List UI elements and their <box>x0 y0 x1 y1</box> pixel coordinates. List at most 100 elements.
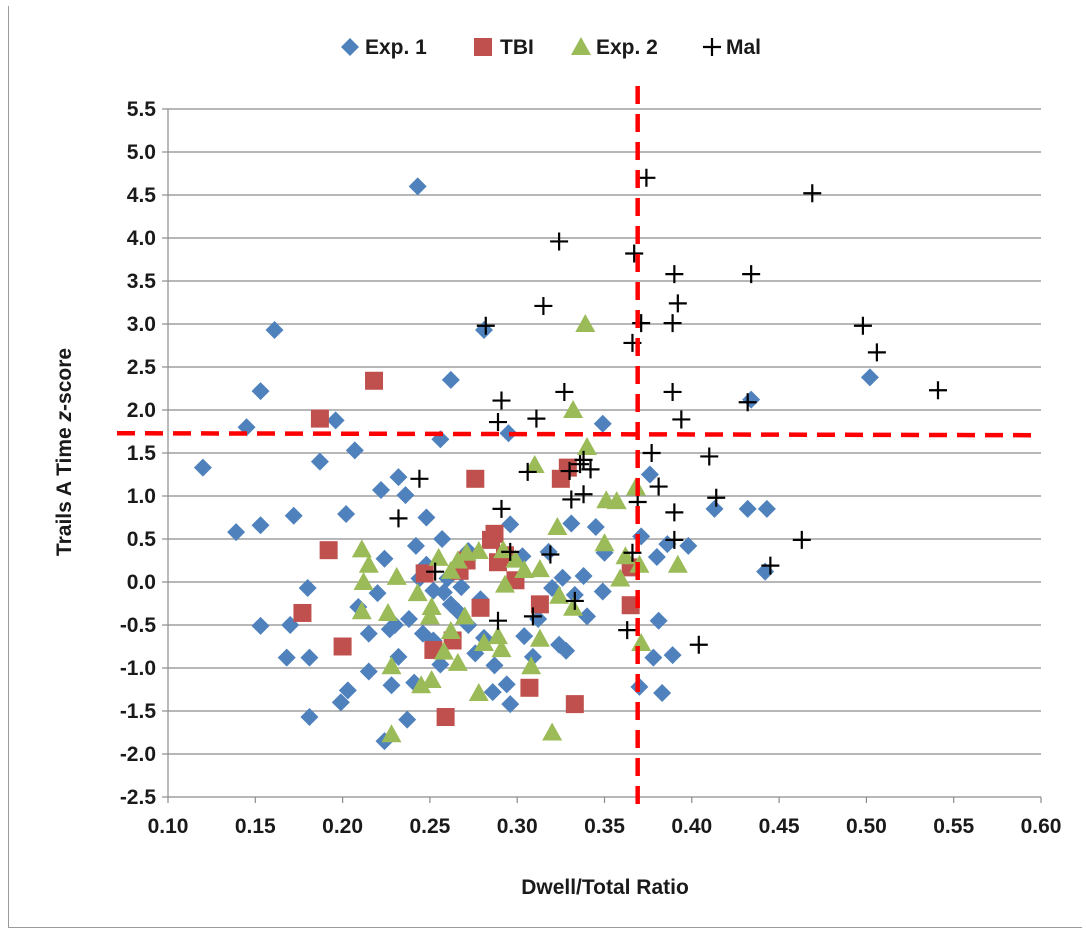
legend: Exp. 1 TBI Exp. 2 Mal <box>341 36 761 59</box>
point-diamond <box>398 710 417 729</box>
point-diamond <box>372 480 391 499</box>
point-triangle <box>377 602 398 621</box>
point-diamond <box>251 516 270 535</box>
point-diamond <box>649 611 668 630</box>
point-diamond <box>860 368 879 387</box>
point-plus <box>803 184 822 203</box>
y-tick-label: 3.5 <box>127 270 157 293</box>
y-tick-label: -2.0 <box>120 743 156 766</box>
point-plus <box>663 382 682 401</box>
point-diamond <box>497 675 516 694</box>
point-diamond <box>644 648 663 667</box>
point-square <box>471 598 490 617</box>
point-diamond <box>251 382 270 401</box>
x-tick-label: 0.45 <box>759 815 800 838</box>
point-triangle <box>577 436 598 455</box>
point-triangle <box>454 606 475 625</box>
point-triangle <box>542 722 563 741</box>
point-plus <box>581 460 600 479</box>
point-diamond <box>345 441 364 460</box>
point-plus <box>689 635 708 654</box>
point-triangle <box>615 546 636 565</box>
y-tick-label: -1.5 <box>120 700 157 723</box>
point-diamond <box>501 695 520 714</box>
point-diamond <box>265 321 284 340</box>
point-triangle <box>407 583 428 602</box>
point-plus <box>672 410 691 429</box>
point-diamond <box>338 681 357 700</box>
legend-item-exp1: Exp. 1 <box>341 36 427 59</box>
point-triangle <box>529 628 550 647</box>
y-axis-title: Trails A Time z-score <box>53 348 76 556</box>
point-diamond <box>757 499 776 518</box>
y-tick-label: 0.0 <box>127 571 156 594</box>
point-plus <box>534 296 553 315</box>
point-diamond <box>298 579 317 598</box>
x-tick-label: 0.55 <box>933 815 974 838</box>
y-tick-label: 5.0 <box>127 141 156 164</box>
triangle-marker-icon <box>571 37 591 55</box>
y-tick-label: 4.5 <box>127 184 157 207</box>
point-diamond <box>441 370 460 389</box>
y-tick-label: 1.0 <box>127 485 156 508</box>
point-diamond <box>738 499 757 518</box>
point-diamond <box>452 578 471 597</box>
point-plus <box>663 314 682 333</box>
point-diamond <box>417 508 436 527</box>
point-plus <box>389 509 408 528</box>
point-plus <box>618 621 637 640</box>
legend-item-tbi: TBI <box>474 36 534 59</box>
point-plus <box>867 343 886 362</box>
plus-marker-icon <box>703 38 721 56</box>
point-plus <box>632 314 651 333</box>
x-tick-label: 0.40 <box>671 815 712 838</box>
y-tick-label: 2.0 <box>127 399 156 422</box>
x-tick-label: 0.30 <box>497 815 538 838</box>
x-axis-title: Dwell/Total Ratio <box>521 876 689 899</box>
point-diamond <box>515 627 534 646</box>
point-plus <box>707 488 726 507</box>
point-diamond <box>647 548 666 567</box>
point-triangle <box>491 639 512 658</box>
point-triangle <box>610 568 631 587</box>
y-tick-label: -2.5 <box>120 786 157 809</box>
legend-label-tbi: TBI <box>500 36 534 59</box>
point-triangle <box>351 601 372 620</box>
y-axis-ticks: 5.5 5.0 4.5 4.0 3.5 3.0 2.5 2.0 1.5 1.0 0.5 0.0 -0.5… <box>120 98 168 809</box>
point-plus <box>476 316 495 335</box>
point-square <box>558 458 577 477</box>
point-triangle <box>524 455 545 474</box>
point-triangle <box>468 541 489 560</box>
point-triangle <box>421 596 442 615</box>
point-diamond <box>431 655 450 674</box>
point-diamond <box>679 536 698 555</box>
series-mal <box>389 168 947 654</box>
point-diamond <box>501 515 520 534</box>
point-plus <box>665 265 684 284</box>
point-diamond <box>483 683 502 702</box>
square-marker-icon <box>474 38 492 56</box>
point-plus <box>649 477 668 496</box>
point-square <box>365 371 384 390</box>
point-plus <box>637 168 656 187</box>
point-diamond <box>433 530 452 548</box>
point-diamond <box>277 648 296 667</box>
point-diamond <box>578 607 597 626</box>
point-triangle <box>631 633 652 652</box>
point-diamond <box>359 662 378 681</box>
point-diamond <box>499 424 518 443</box>
point-triangle <box>514 559 535 578</box>
point-square <box>333 637 352 656</box>
point-diamond <box>539 542 558 561</box>
point-diamond <box>434 583 453 602</box>
point-square <box>485 524 504 543</box>
point-plus <box>562 490 581 509</box>
point-diamond <box>284 506 303 525</box>
point-triangle <box>474 633 495 652</box>
y-tick-label: 2.5 <box>127 356 157 379</box>
point-triangle <box>493 540 514 559</box>
x-tick-label: 0.10 <box>148 815 189 838</box>
point-diamond <box>586 517 605 536</box>
y-tick-label: -0.5 <box>120 614 157 637</box>
x-tick-label: 0.25 <box>409 815 450 838</box>
